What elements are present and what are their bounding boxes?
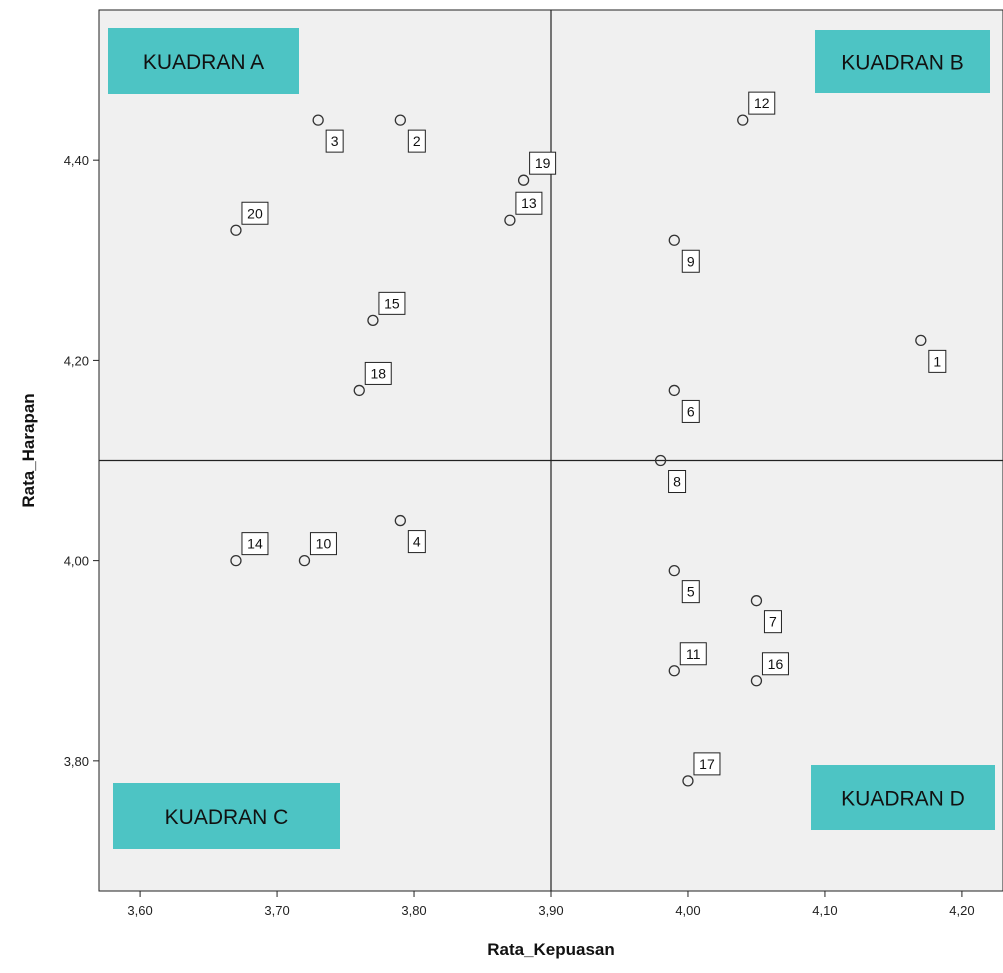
data-point — [367, 314, 379, 327]
data-point — [230, 224, 242, 236]
y-tick-label: 4,00 — [64, 554, 89, 569]
data-point — [394, 514, 406, 527]
data-point — [353, 384, 365, 397]
point-label: 19 — [535, 155, 551, 171]
data-point — [668, 665, 680, 677]
point-label: 6 — [687, 403, 695, 419]
data-point — [230, 554, 242, 567]
point-label-box — [761, 652, 789, 676]
point-label-box — [681, 580, 700, 604]
data-point — [394, 114, 406, 126]
x-tick-label: 4,00 — [675, 903, 700, 918]
data-point — [737, 114, 749, 126]
point-label: 12 — [754, 95, 770, 111]
kuadran-c-label: KUADRAN C — [165, 806, 289, 829]
y-tick-label: 4,40 — [64, 153, 89, 168]
point-label-box — [928, 349, 947, 373]
point-label: 13 — [521, 195, 537, 211]
kuadran-d-box — [811, 765, 995, 830]
kuadran-b-box — [815, 30, 990, 93]
x-tick-label: 3,70 — [264, 903, 289, 918]
point-label-box — [681, 249, 700, 273]
point-label: 3 — [331, 133, 339, 149]
point-label: 4 — [413, 534, 421, 550]
data-point — [915, 334, 927, 347]
point-label: 2 — [413, 133, 421, 149]
x-tick-label: 3,80 — [401, 903, 426, 918]
data-point — [668, 564, 680, 577]
point-label-box — [241, 532, 269, 556]
point-label-box — [679, 642, 707, 666]
point-label-box — [748, 91, 776, 115]
data-point — [504, 214, 516, 226]
point-label-box — [515, 191, 543, 215]
point-label-box — [364, 361, 392, 385]
point-label-box — [668, 470, 687, 494]
point-label-box — [529, 151, 557, 175]
x-tick-label: 4,10 — [812, 903, 837, 918]
point-label-box — [681, 399, 700, 423]
data-point — [654, 454, 667, 467]
point-label: 1 — [933, 353, 941, 369]
y-tick-label: 4,20 — [64, 353, 89, 368]
kuadran-a-label: KUADRAN A — [143, 51, 264, 74]
kuadran-d-label: KUADRAN D — [841, 788, 965, 811]
data-point — [312, 114, 324, 126]
point-label: 20 — [247, 205, 263, 221]
point-label: 7 — [769, 614, 777, 630]
point-label: 18 — [370, 365, 386, 381]
point-label: 16 — [768, 656, 784, 672]
point-label: 8 — [673, 474, 681, 490]
point-label-box — [309, 532, 337, 556]
point-label-box — [763, 610, 782, 634]
point-label: 11 — [686, 646, 701, 662]
x-tick-label: 4,20 — [949, 903, 974, 918]
point-label-box — [241, 201, 269, 225]
data-point — [298, 554, 311, 567]
point-label-box — [407, 530, 426, 554]
data-point — [750, 595, 763, 607]
x-axis-title: Rata_Kepuasan — [487, 940, 615, 959]
point-label-box — [407, 129, 426, 153]
data-point — [750, 675, 763, 687]
x-tick-label: 3,90 — [538, 903, 563, 918]
point-label: 9 — [687, 253, 695, 269]
data-point — [668, 234, 680, 246]
y-axis-title: Rata_Harapan — [19, 393, 38, 507]
kuadran-b-label: KUADRAN B — [841, 52, 964, 75]
data-point — [517, 174, 530, 186]
point-label: 15 — [384, 295, 400, 311]
point-label: 5 — [687, 584, 695, 600]
point-label: 10 — [316, 536, 332, 552]
point-label-box — [325, 129, 344, 153]
kuadran-a-box — [108, 28, 299, 94]
x-tick-label: 3,60 — [127, 903, 152, 918]
data-point — [668, 384, 680, 397]
kuadran-c-box — [113, 783, 340, 849]
data-point — [682, 775, 694, 787]
point-label: 14 — [247, 536, 263, 552]
point-label-box — [378, 291, 406, 315]
point-label: 17 — [699, 756, 715, 772]
point-label-box — [693, 752, 721, 776]
y-tick-label: 3,80 — [64, 754, 89, 769]
